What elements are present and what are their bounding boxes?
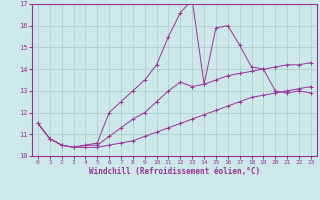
X-axis label: Windchill (Refroidissement éolien,°C): Windchill (Refroidissement éolien,°C) xyxy=(89,167,260,176)
